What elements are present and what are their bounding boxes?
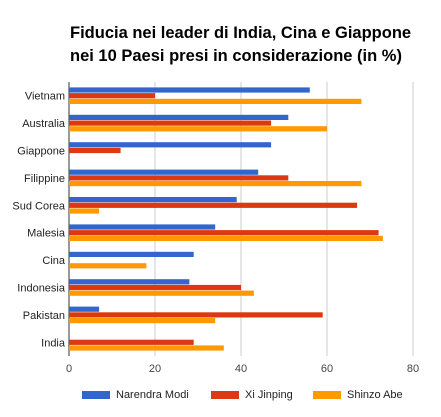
bar xyxy=(69,208,100,214)
bar xyxy=(69,147,121,154)
bar xyxy=(69,339,194,345)
bar xyxy=(69,202,358,208)
x-axis-ticks: 0 20 40 60 80 xyxy=(66,363,419,375)
x-tick-label: 40 xyxy=(235,363,247,375)
legend-swatch-xi xyxy=(211,391,239,399)
category-label: Malesia xyxy=(27,228,66,240)
bar xyxy=(69,120,272,126)
x-tick-label: 80 xyxy=(407,363,419,375)
bar xyxy=(69,169,259,175)
bar xyxy=(69,284,241,291)
bar xyxy=(69,312,323,318)
bar xyxy=(69,345,224,351)
bar xyxy=(69,142,272,148)
bar xyxy=(69,224,216,230)
legend-label-modi: Narendra Modi xyxy=(116,389,189,401)
category-label: Giappone xyxy=(17,146,65,158)
bar xyxy=(69,318,216,324)
legend-item-abe: Shinzo Abe xyxy=(313,389,403,401)
category-label: Pakistan xyxy=(23,310,65,322)
category-label: Indonesia xyxy=(17,283,66,295)
legend-label-abe: Shinzo Abe xyxy=(347,389,403,401)
bar xyxy=(69,235,383,241)
legend-label-xi: Xi Jinping xyxy=(245,389,293,401)
bar xyxy=(69,175,289,181)
category-labels: Vietnam Australia Giappone Filippine Sud Cor… xyxy=(12,91,65,350)
legend: Narendra Modi Xi Jinping Shinzo Abe xyxy=(0,389,441,409)
chart-title: Fiducia nei leader di India, Cina e Giap… xyxy=(70,22,430,68)
bar xyxy=(69,279,190,285)
x-tick-label: 60 xyxy=(321,363,333,375)
bar xyxy=(69,181,362,187)
bar xyxy=(69,114,289,120)
bar xyxy=(69,87,310,93)
category-label: Cina xyxy=(42,255,66,267)
legend-item-xi: Xi Jinping xyxy=(211,389,293,401)
legend-swatch-abe xyxy=(313,391,341,399)
category-label: Filippine xyxy=(24,173,65,185)
bar xyxy=(69,290,254,296)
category-label: Vietnam xyxy=(25,91,65,103)
x-tick-label: 20 xyxy=(149,363,161,375)
bar xyxy=(69,98,362,104)
bar xyxy=(69,251,194,257)
legend-swatch-modi xyxy=(82,391,110,399)
bar xyxy=(69,93,155,99)
chart-title-line-2: nei 10 Paesi presi in considerazione (in… xyxy=(70,47,402,65)
bar xyxy=(69,263,147,269)
legend-item-modi: Narendra Modi xyxy=(82,389,189,401)
x-tick-label: 0 xyxy=(66,363,72,375)
bar xyxy=(69,126,327,132)
bars xyxy=(69,87,383,351)
category-label: Sud Corea xyxy=(12,200,65,212)
bar xyxy=(69,230,379,236)
bar xyxy=(69,197,237,203)
category-label: Australia xyxy=(22,118,66,130)
category-label: India xyxy=(41,337,66,349)
bar xyxy=(69,306,100,312)
chart-title-line-1: Fiducia nei leader di India, Cina e Giap… xyxy=(70,24,412,42)
